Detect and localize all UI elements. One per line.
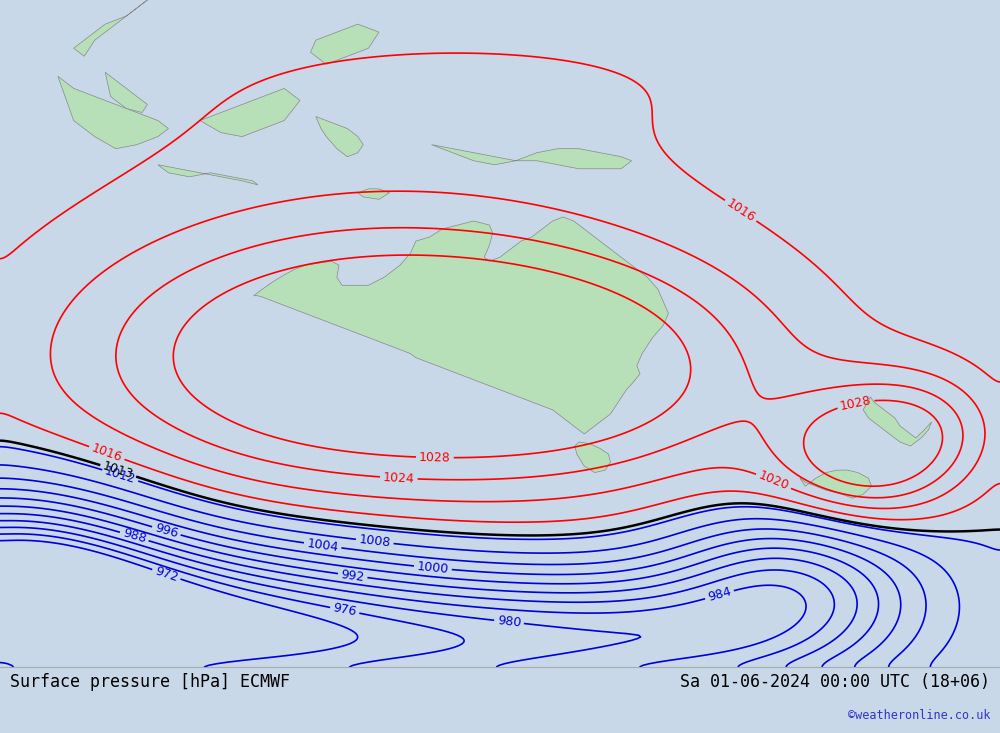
Text: 1000: 1000	[416, 560, 449, 576]
Polygon shape	[200, 89, 300, 136]
Text: 992: 992	[340, 567, 365, 583]
Text: 980: 980	[496, 614, 522, 630]
Polygon shape	[58, 76, 168, 149]
Text: 1013: 1013	[101, 460, 135, 482]
Text: 1008: 1008	[358, 533, 391, 550]
Text: 1028: 1028	[419, 451, 451, 464]
Polygon shape	[432, 144, 632, 169]
Text: 1004: 1004	[306, 537, 339, 554]
Text: 1012: 1012	[103, 465, 137, 486]
Polygon shape	[863, 397, 932, 446]
Polygon shape	[800, 470, 872, 498]
Polygon shape	[575, 442, 611, 473]
Text: 996: 996	[153, 521, 179, 540]
Text: 988: 988	[121, 527, 148, 546]
Text: ©weatheronline.co.uk: ©weatheronline.co.uk	[848, 709, 990, 722]
Polygon shape	[316, 117, 363, 157]
Polygon shape	[311, 24, 379, 65]
Text: 976: 976	[332, 602, 358, 619]
Polygon shape	[158, 165, 258, 185]
Text: Sa 01-06-2024 00:00 UTC (18+06): Sa 01-06-2024 00:00 UTC (18+06)	[680, 673, 990, 690]
Polygon shape	[358, 189, 389, 199]
Polygon shape	[74, 0, 211, 56]
Text: 1016: 1016	[90, 441, 124, 465]
Text: 1016: 1016	[724, 196, 757, 225]
Text: Surface pressure [hPa] ECMWF: Surface pressure [hPa] ECMWF	[10, 673, 290, 690]
Polygon shape	[105, 73, 147, 112]
Text: 1028: 1028	[839, 394, 873, 413]
Text: 1020: 1020	[756, 469, 791, 493]
Text: 984: 984	[706, 585, 733, 604]
Text: 1024: 1024	[383, 471, 415, 485]
Text: 972: 972	[153, 564, 180, 584]
Polygon shape	[254, 217, 668, 434]
